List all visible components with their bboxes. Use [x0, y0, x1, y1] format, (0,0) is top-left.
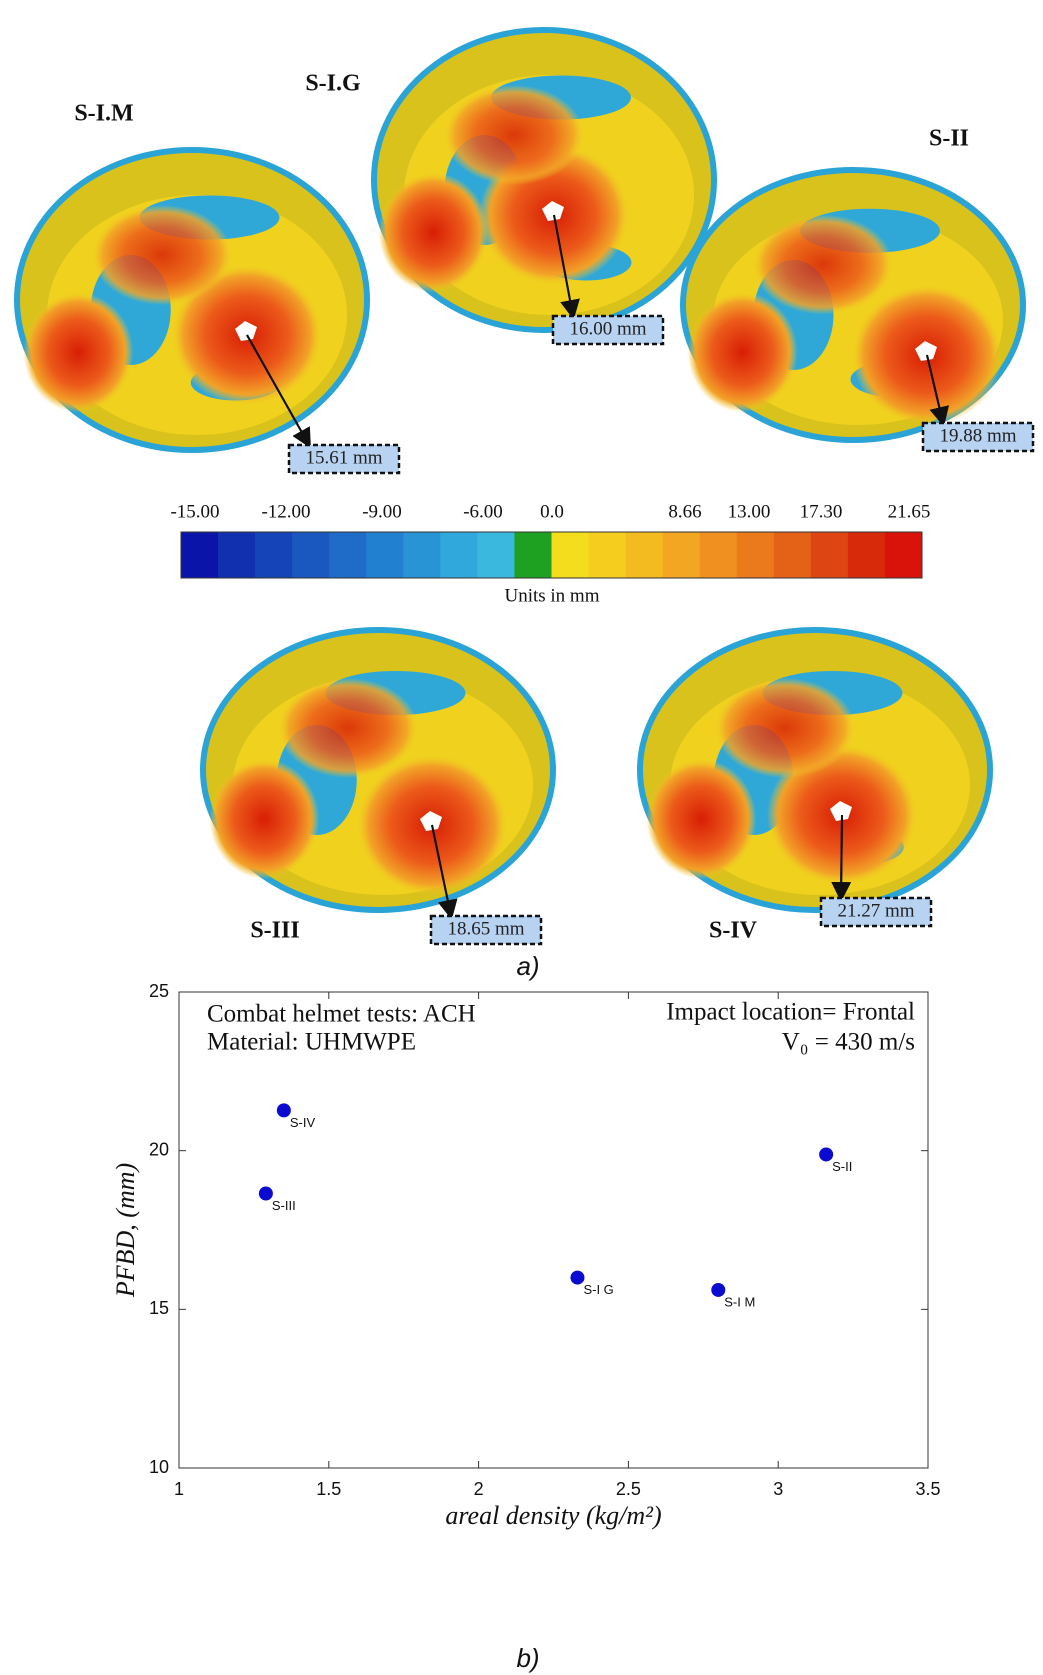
annotation: Material: UHMWPE — [207, 1029, 416, 1056]
point — [259, 1187, 273, 1201]
annotation: Combat helmet tests: ACH — [207, 1001, 476, 1028]
x-tick-label: 2 — [474, 1479, 484, 1499]
point-label: S-III — [272, 1198, 296, 1213]
colorbar-segment — [440, 532, 478, 578]
colorbar-segment — [403, 532, 441, 578]
hot-region — [278, 678, 418, 778]
annotation: Impact location= Frontal — [666, 999, 915, 1026]
colorbar-segment — [292, 532, 330, 578]
x-axis-label: areal density (kg/m²) — [445, 1501, 661, 1530]
point-label: S-IV — [290, 1115, 316, 1130]
helmet — [683, 170, 1023, 440]
colorbar-segment — [774, 532, 812, 578]
colorbar-label: 13.00 — [728, 501, 771, 522]
point — [711, 1283, 725, 1297]
helmet-label: S-I.G — [305, 71, 361, 97]
x-tick-label: 2.5 — [616, 1479, 641, 1499]
colorbar-title: Units in mm — [504, 585, 599, 606]
colorbar-segment — [700, 532, 738, 578]
plot-frame — [179, 992, 928, 1468]
hot-region — [92, 205, 232, 305]
colorbar-label: -15.00 — [170, 501, 219, 522]
hot-region — [444, 85, 584, 185]
x-tick-label: 3.5 — [915, 1479, 940, 1499]
caption: a) — [516, 951, 539, 981]
point-label: S-II — [832, 1159, 852, 1174]
x-tick-label: 1.5 — [316, 1479, 341, 1499]
colorbar-segment — [626, 532, 664, 578]
colorbar-segment — [737, 532, 775, 578]
value-label: 21.27 mm — [837, 900, 914, 921]
colorbar-segment — [589, 532, 627, 578]
hot-region — [688, 292, 798, 412]
colorbar-segment — [514, 532, 552, 578]
x-tick-label: 3 — [773, 1479, 783, 1499]
colorbar-label: 17.30 — [800, 501, 843, 522]
colorbar-segment — [329, 532, 367, 578]
colorbar-segment — [181, 532, 219, 578]
value-label: 19.88 mm — [939, 425, 1016, 446]
hot-region — [379, 173, 489, 293]
colorbar-segment — [477, 532, 515, 578]
helmet — [203, 630, 553, 910]
caption: b) — [516, 1643, 539, 1673]
colorbar-segment — [218, 532, 256, 578]
point — [819, 1147, 833, 1161]
colorbar-segment — [811, 532, 849, 578]
colorbar-segment — [255, 532, 293, 578]
hot-region — [209, 759, 319, 879]
colorbar-segment — [366, 532, 404, 578]
y-tick-label: 25 — [149, 981, 169, 1001]
helmet — [17, 150, 367, 450]
colorbar-label: 0.0 — [540, 501, 564, 522]
helmet-label: S-IV — [709, 918, 758, 944]
helmet-label: S-I.M — [74, 101, 133, 127]
x-tick-label: 1 — [174, 1479, 184, 1499]
point-label: S-I M — [724, 1294, 755, 1309]
helmet-label: S-II — [929, 126, 969, 152]
arrow-shaft — [841, 815, 842, 898]
value-label: 15.61 mm — [305, 447, 382, 468]
colorbar-segment — [885, 532, 923, 578]
colorbar-label: 21.65 — [888, 501, 931, 522]
hot-region — [753, 215, 893, 315]
value-label: 16.00 mm — [569, 318, 646, 339]
colorbar-segment — [552, 532, 590, 578]
y-axis-label: PFBD, (mm) — [111, 1163, 140, 1298]
helmet — [640, 630, 990, 910]
colorbar-segment — [663, 532, 701, 578]
annotation: V₀ = 430 m/s — [782, 1029, 915, 1056]
value-label: 18.65 mm — [447, 918, 524, 939]
y-tick-label: 20 — [149, 1139, 169, 1159]
hot-region — [715, 678, 855, 778]
point-label: S-I G — [583, 1282, 613, 1297]
figure: S-I.M 15.61 mm S-I.G 16.00 mm S-II 19.88 mm S-… — [0, 0, 1043, 1675]
y-tick-label: 15 — [149, 1298, 169, 1318]
point — [277, 1103, 291, 1117]
colorbar-label: 8.66 — [668, 501, 701, 522]
helmet — [374, 30, 714, 330]
colorbar-label: -12.00 — [261, 501, 310, 522]
hot-region — [646, 759, 756, 879]
point — [570, 1271, 584, 1285]
hot-region — [23, 293, 133, 413]
helmet-label: S-III — [250, 918, 299, 944]
colorbar-label: -6.00 — [463, 501, 503, 522]
colorbar-segment — [848, 532, 886, 578]
colorbar-label: -9.00 — [362, 501, 402, 522]
y-tick-label: 10 — [149, 1457, 169, 1477]
